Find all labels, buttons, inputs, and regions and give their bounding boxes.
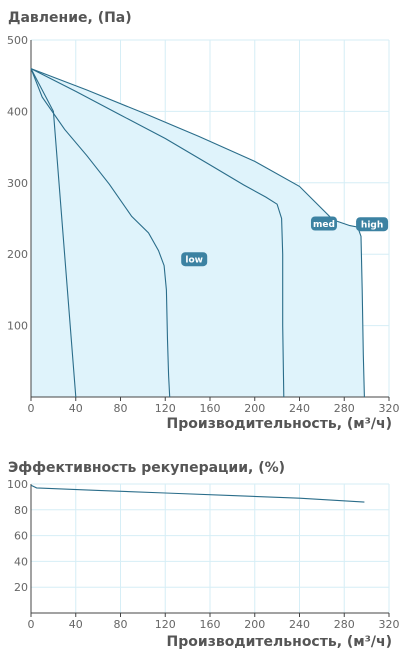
y-tick-label: 100 (7, 320, 28, 333)
x-tick-label: 240 (289, 402, 310, 415)
series-badge-label-high: high (361, 221, 383, 231)
x-tick-label: 160 (200, 618, 221, 631)
x-tick-label: 120 (155, 618, 176, 631)
x-tick-label: 120 (155, 402, 176, 415)
x-tick-label: 200 (244, 618, 265, 631)
y-tick-label: 300 (7, 177, 28, 190)
y-tick-label: 40 (14, 555, 28, 568)
series-badge-low (181, 252, 208, 267)
x-tick-label: 40 (69, 402, 83, 415)
y-tick-label: 20 (14, 581, 28, 594)
x-tick-label: 0 (28, 402, 35, 415)
x-tick-label: 280 (334, 402, 355, 415)
series-line-series-0 (30, 484, 365, 503)
series-badge-label-low: low (185, 256, 203, 266)
series-badge-high (356, 217, 389, 232)
pressure-chart-xlabel: Производительность, (м³/ч) (166, 416, 392, 432)
y-tick-label: 400 (7, 105, 28, 118)
y-tick-label: 100 (7, 478, 28, 491)
x-tick-label: 320 (379, 618, 400, 631)
efficiency-chart-title: Эффективность рекуперации, (%) (8, 460, 286, 476)
series-line-low (30, 68, 171, 398)
y-tick-label: 500 (7, 34, 28, 47)
series-badge-label-med: med (313, 220, 335, 230)
x-tick-label: 240 (289, 618, 310, 631)
series-line-med (30, 68, 285, 398)
x-tick-label: 80 (114, 402, 128, 415)
x-tick-label: 40 (69, 618, 83, 631)
series-line-max (30, 68, 77, 398)
x-tick-label: 160 (200, 402, 221, 415)
x-tick-label: 200 (244, 402, 265, 415)
series-badge-med (310, 216, 337, 231)
curve-fill-area (31, 68, 365, 397)
x-tick-label: 320 (379, 402, 400, 415)
x-tick-label: 0 (28, 618, 35, 631)
x-tick-label: 280 (334, 618, 355, 631)
y-tick-label: 200 (7, 248, 28, 261)
y-tick-label: 80 (14, 504, 28, 517)
x-tick-label: 80 (114, 618, 128, 631)
pressure-chart-title: Давление, (Па) (8, 10, 132, 26)
efficiency-chart-xlabel: Производительность, (м³/ч) (166, 634, 392, 650)
y-tick-label: 60 (14, 530, 28, 543)
